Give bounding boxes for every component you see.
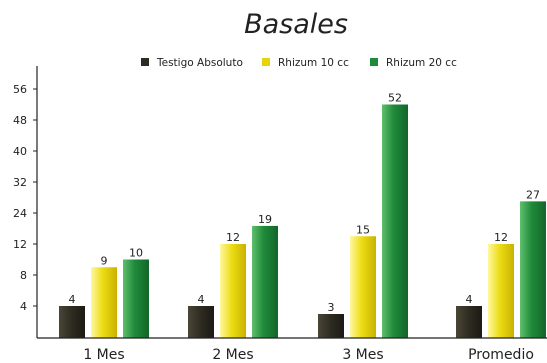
bar [220, 244, 246, 338]
bar [91, 267, 117, 338]
bar-value-label: 4 [198, 293, 205, 306]
legend-label: Rhizum 10 cc [278, 57, 349, 69]
legend-item: Testigo Absoluto [141, 57, 243, 69]
y-tick-label: 48 [13, 114, 27, 127]
bar [59, 306, 85, 338]
bar [350, 236, 376, 338]
y-tick-label: 56 [13, 83, 27, 96]
bar-group: 4 12 19 [188, 213, 278, 338]
bar-value-label: 4 [69, 293, 76, 306]
bar [188, 306, 214, 338]
bar [318, 314, 344, 338]
bar [488, 244, 514, 338]
chart-title: Basales [244, 9, 348, 40]
bar-value-label: 12 [494, 231, 508, 244]
bar-group: 4 12 27 [456, 188, 546, 338]
y-tick-label: 4 [20, 300, 27, 313]
bar-group: 4 9 10 [59, 247, 149, 338]
x-category-label: Promedio [468, 347, 534, 363]
bar-group: 3 15 52 [318, 92, 408, 338]
legend-swatch [370, 58, 378, 66]
bar [123, 259, 149, 338]
x-category-label: 1 Mes [83, 347, 124, 363]
legend-item: Rhizum 20 cc [370, 57, 457, 69]
bar-value-label: 52 [388, 92, 402, 105]
y-tick-label: 32 [13, 176, 27, 189]
x-category-label: 2 Mes [212, 347, 253, 363]
bar-value-label: 15 [356, 223, 370, 236]
legend: Testigo Absoluto Rhizum 10 cc Rhizum 20 cc [141, 57, 457, 69]
bar [252, 225, 278, 338]
y-tick-label: 8 [20, 269, 27, 282]
y-tick-label: 12 [13, 238, 27, 251]
bar-value-label: 27 [526, 188, 540, 201]
bar [382, 104, 408, 338]
bar [456, 306, 482, 338]
bar-value-label: 4 [466, 293, 473, 306]
bar-value-label: 19 [258, 213, 272, 226]
bars: 4 9 10 4 12 19 3 15 52 4 12 27 [59, 92, 546, 338]
bar-value-label: 3 [328, 301, 335, 314]
x-axis: 1 Mes 2 Mes 3 Mes Promedio [37, 337, 547, 363]
bar-value-label: 10 [129, 247, 143, 260]
y-tick-label: 40 [13, 145, 27, 158]
y-tick-label: 24 [13, 207, 27, 220]
bar-value-label: 9 [101, 254, 108, 267]
legend-swatch [262, 58, 270, 66]
legend-label: Testigo Absoluto [156, 57, 243, 69]
x-category-label: 3 Mes [342, 347, 383, 363]
bar-value-label: 12 [226, 231, 240, 244]
bar [520, 201, 546, 338]
legend-label: Rhizum 20 cc [386, 57, 457, 69]
legend-item: Rhizum 10 cc [262, 57, 349, 69]
legend-swatch [141, 58, 149, 66]
